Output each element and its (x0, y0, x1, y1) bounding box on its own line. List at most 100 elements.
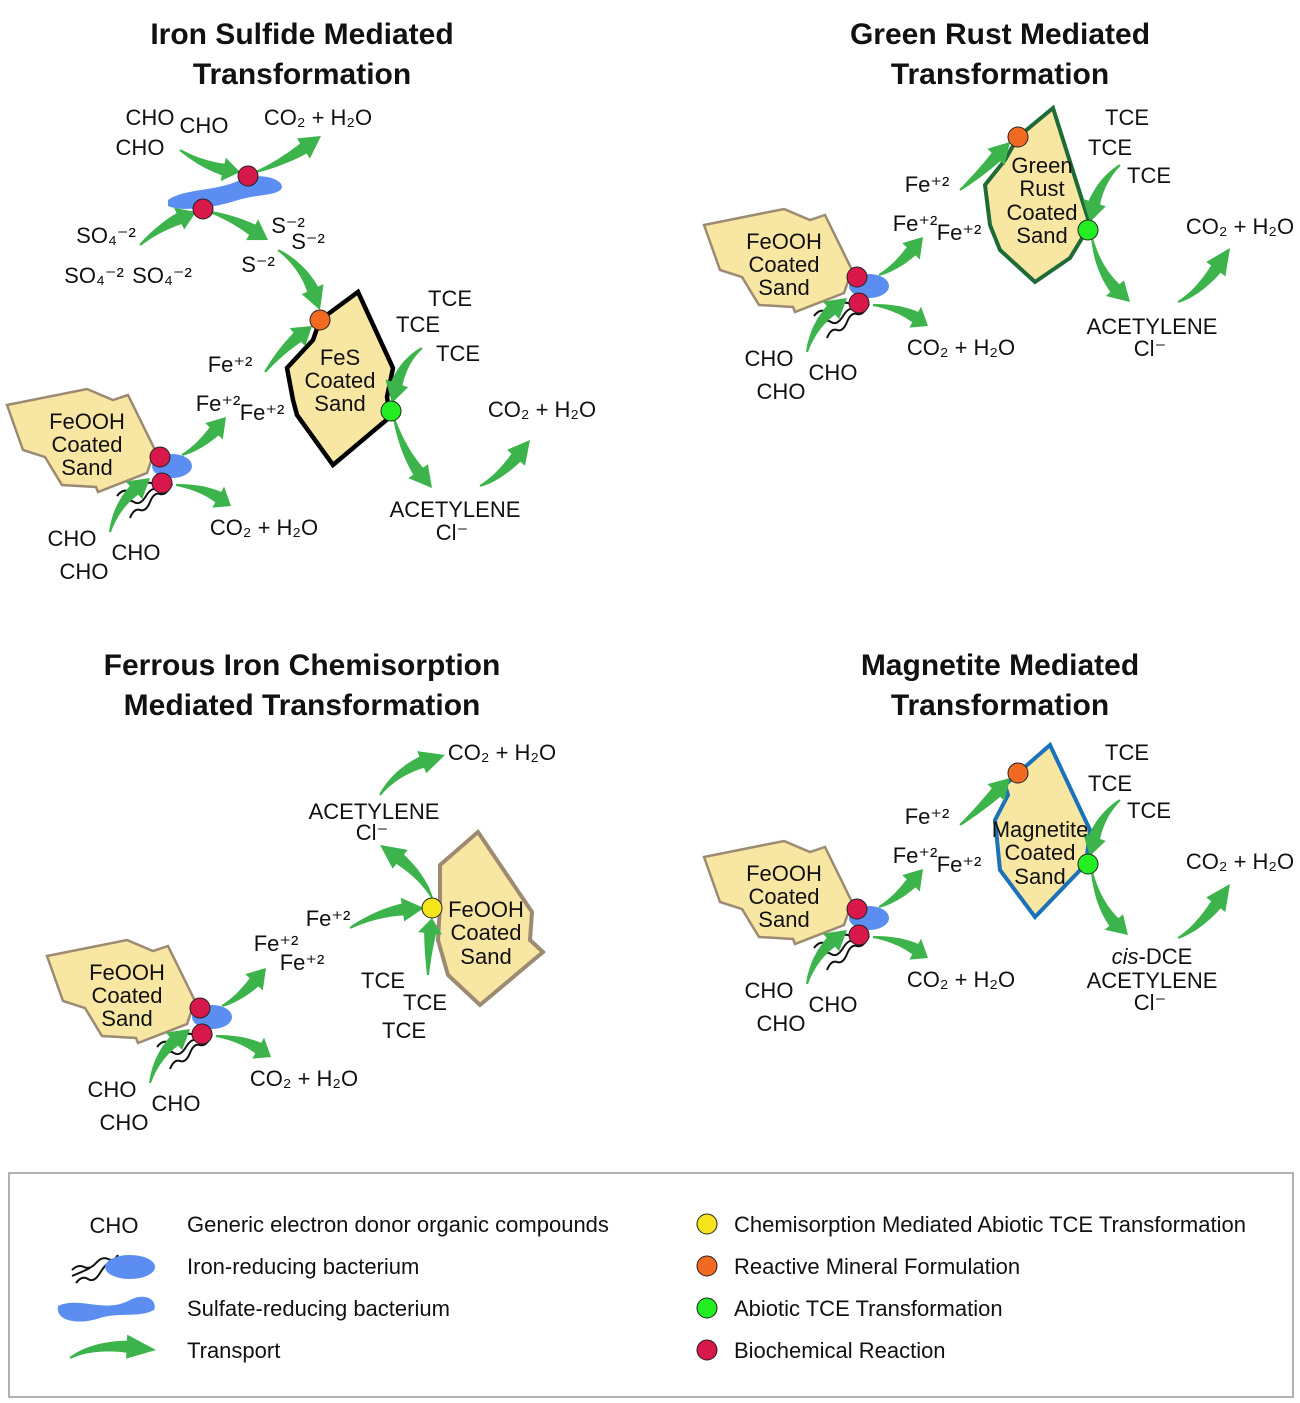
cho-label: CHO (757, 1011, 806, 1036)
panel-title: Transformation (891, 689, 1109, 722)
cho-label: CHO (60, 559, 109, 584)
fe2-label: Fe⁺² (208, 352, 253, 377)
fe2-label: Fe⁺² (280, 950, 325, 975)
transport-arrow (255, 136, 321, 173)
fe2-label: Fe⁺² (937, 220, 982, 245)
transport-arrow (1083, 799, 1121, 856)
co2-h2o-label: CO₂ + H₂O (907, 335, 1015, 360)
fes-coated-sand-grain (284, 288, 396, 469)
fe2-label: Fe⁺² (306, 906, 351, 931)
panel-title: Magnetite Mediated (861, 649, 1139, 682)
biochemical-reaction-dot (191, 1023, 213, 1045)
mineral-label: FeOOH (448, 897, 524, 922)
feooh-coated-sand-grain (702, 207, 854, 314)
tce-label: TCE (428, 286, 472, 311)
co2-h2o-label: CO₂ + H₂O (1186, 849, 1294, 874)
sulfate-label: SO₄⁻² (64, 263, 124, 288)
biochemical-reaction-dot (848, 292, 870, 314)
abiotic-tce-transformation-dot (1077, 853, 1099, 875)
transport-arrow (264, 326, 312, 373)
transport-arrow (806, 930, 847, 985)
cho-label: CHO (112, 540, 161, 565)
panel-title: Transformation (891, 58, 1109, 91)
mineral-label: Coated (451, 920, 522, 945)
cis-dce-label: cis-DCE (1112, 944, 1193, 969)
sulfate-label: SO₄⁻² (132, 263, 192, 288)
acetylene-label: ACETYLENE (1087, 314, 1218, 339)
feooh-label: FeOOH (746, 861, 822, 886)
chemisorption-dot (421, 897, 443, 919)
transport-arrow (221, 968, 266, 1007)
mineral-label: Coated (1005, 840, 1076, 865)
cho-label: CHO (745, 978, 794, 1003)
abiotic-tce-transformation-dot (1077, 219, 1099, 241)
feooh-label: FeOOH (89, 960, 165, 985)
transport-arrow (349, 897, 424, 929)
tce-label: TCE (1105, 740, 1149, 765)
feooh-coated-sand-grain (5, 387, 157, 494)
cho-label: CHO (152, 1091, 201, 1116)
biochemical-reaction-dot (237, 165, 259, 187)
fe2-label: Fe⁺² (905, 172, 950, 197)
transport-arrow (872, 304, 928, 328)
iron-reducing-bacterium-icon (105, 1255, 155, 1279)
acetylene-label: ACETYLENE (1087, 968, 1218, 993)
chloride-label: Cl⁻ (436, 520, 468, 545)
biochemical-reaction-dot (848, 924, 870, 946)
cho-label: CHO (100, 1110, 149, 1135)
transport-arrow (179, 149, 240, 182)
feooh-label: Sand (758, 907, 809, 932)
panel-title: Iron Sulfide Mediated (150, 18, 453, 51)
fe2-label: Fe⁺² (196, 391, 241, 416)
feooh-label: Sand (758, 275, 809, 300)
transport-arrow (806, 298, 847, 353)
transport-arrow (1091, 237, 1130, 302)
chloride-label: Cl⁻ (1134, 990, 1166, 1015)
co2-h2o-label: CO₂ + H₂O (1186, 214, 1294, 239)
reactive-mineral-formulation-dot (309, 309, 331, 331)
sulfate-reducing-bacterium-icon (57, 1296, 155, 1322)
feooh-label: Coated (52, 432, 123, 457)
cho-label: CHO (757, 379, 806, 404)
mineral-label: Sand (314, 391, 365, 416)
co2-h2o-label: CO₂ + H₂O (488, 397, 596, 422)
mineral-label: Green (1011, 153, 1072, 178)
chemisorption-dot-icon (696, 1213, 718, 1235)
biochemical-reaction-dot (846, 266, 868, 288)
transport-arrow (277, 249, 324, 310)
fe2-label: Fe⁺² (240, 400, 285, 425)
transport-arrow (1083, 164, 1121, 222)
transport-arrow (959, 778, 1010, 826)
panel-title: Transformation (193, 58, 411, 91)
co2-h2o-label: CO₂ + H₂O (448, 740, 556, 765)
acetylene-label: ACETYLENE (390, 497, 521, 522)
mineral-label: Coated (1007, 200, 1078, 225)
biochemical-dot-icon (696, 1339, 718, 1361)
transport-arrow (1091, 871, 1128, 935)
feooh-coated-sand-grain (702, 839, 854, 946)
legend-label: Abiotic TCE Transformation (734, 1296, 1003, 1321)
transport-arrow (175, 484, 231, 508)
transport-arrow (109, 478, 150, 533)
transport-arrow (393, 417, 432, 488)
sulfate-reducing-bacterium (168, 176, 282, 209)
legend-label: Iron-reducing bacterium (187, 1254, 419, 1279)
tce-label: TCE (361, 968, 405, 993)
transport-arrow (959, 142, 1010, 191)
sulfide-label: S⁻² (271, 213, 305, 238)
tce-label: TCE (1088, 771, 1132, 796)
tce-label: TCE (382, 1018, 426, 1043)
fe2-label: Fe⁺² (937, 852, 982, 877)
cho-label: CHO (88, 1077, 137, 1102)
legend-label: Generic electron donor organic compounds (187, 1212, 609, 1237)
dce-suffix: -DCE (1139, 944, 1193, 969)
feooh-label: FeOOH (746, 229, 822, 254)
tce-label: TCE (403, 990, 447, 1015)
feooh-coated-sand-grain-reactive (435, 829, 547, 1008)
panel-title: Green Rust Mediated (850, 18, 1150, 51)
panel-title: Mediated Transformation (124, 689, 481, 722)
sulfide-label: S⁻² (291, 229, 325, 254)
legend-label: Sulfate-reducing bacterium (187, 1296, 450, 1321)
panel-title: Ferrous Iron Chemisorption (104, 649, 501, 682)
